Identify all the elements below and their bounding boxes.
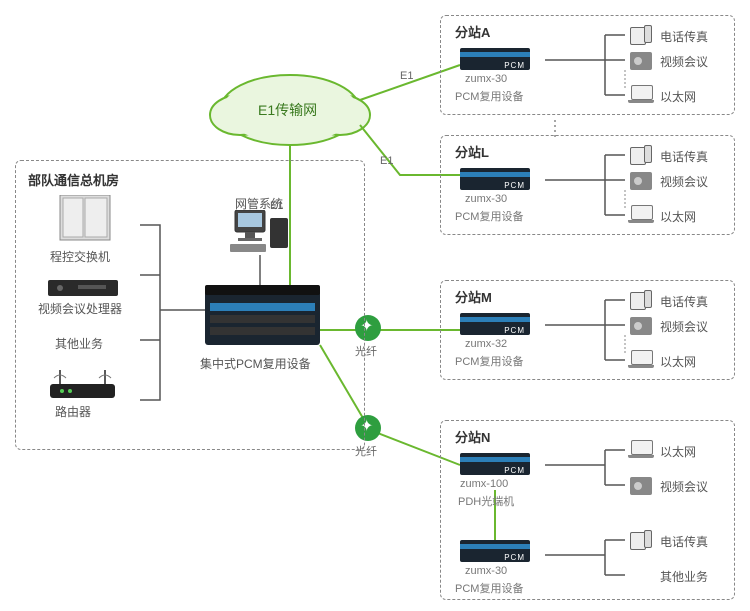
station-m-desc: PCM复用设备: [455, 353, 523, 369]
station-m-svc-eth: 以太网: [660, 353, 696, 370]
station-m-pcm: [460, 313, 530, 335]
station-n-title: 分站N: [455, 427, 490, 446]
station-a-svc-conf-icon: [630, 52, 652, 70]
station-m-svc-eth-icon: [628, 350, 654, 370]
station-n-svc-phone: 电话传真: [660, 533, 708, 550]
station-n-svc-conf-icon: [630, 477, 652, 495]
station-m-svc-conf-icon: [630, 317, 652, 335]
station-n-pdh: [460, 453, 530, 475]
device-other-label: 其他业务: [55, 335, 103, 352]
station-n-svc-eth: 以太网: [660, 443, 696, 460]
station-l-svc-eth-icon: [628, 205, 654, 225]
station-l-svc-conf: 视频会议: [660, 173, 708, 190]
station-n-svc-conf: 视频会议: [660, 478, 708, 495]
device-video-icon: [48, 280, 118, 298]
main-room-title: 部队通信总机房: [28, 170, 119, 189]
station-m-svc-phone: 电话传真: [660, 293, 708, 310]
station-m-title: 分站M: [455, 287, 492, 306]
device-router-label: 路由器: [55, 403, 91, 420]
station-l-svc-phone-icon: [630, 145, 652, 165]
station-n-model1: zumx-100: [460, 478, 508, 490]
station-n-pcm: [460, 540, 530, 562]
station-a-desc: PCM复用设备: [455, 88, 523, 104]
station-n-model2: zumx-30: [465, 565, 507, 577]
station-a-svc-eth-icon: [628, 85, 654, 105]
device-center-pcm-icon: [205, 285, 320, 350]
station-l-svc-eth: 以太网: [660, 208, 696, 225]
station-l-svc-conf-icon: [630, 172, 652, 190]
link-e1-a: E1: [400, 70, 413, 82]
station-a-svc-eth: 以太网: [660, 88, 696, 105]
station-a-svc-phone: 电话传真: [660, 28, 708, 45]
device-center-label: 集中式PCM复用设备: [200, 355, 311, 372]
station-l-pcm: [460, 168, 530, 190]
station-a-model: zumx-30: [465, 73, 507, 85]
station-m-model: zumx-32: [465, 338, 507, 350]
station-a-pcm: [460, 48, 530, 70]
station-n-desc1: PDH光端机: [458, 493, 514, 509]
device-switch-icon: [55, 195, 115, 245]
cloud-label: E1传输网: [258, 100, 317, 120]
station-n-desc2: PCM复用设备: [455, 580, 523, 596]
station-n-svc-other: 其他业务: [660, 568, 708, 585]
station-m-svc-conf: 视频会议: [660, 318, 708, 335]
station-n-svc-eth-icon: [628, 440, 654, 460]
station-a-svc-phone-icon: [630, 25, 652, 45]
station-n-svc-phone-icon: [630, 530, 652, 550]
device-switch-label: 程控交换机: [50, 248, 110, 265]
station-a-title: 分站A: [455, 22, 490, 41]
station-l-desc: PCM复用设备: [455, 208, 523, 224]
device-router-icon: [50, 370, 115, 400]
link-e1-l: E1: [380, 155, 393, 167]
station-a-svc-conf: 视频会议: [660, 53, 708, 70]
station-l-model: zumx-30: [465, 193, 507, 205]
station-l-title: 分站L: [455, 142, 489, 161]
device-mgmt-icon: [230, 210, 290, 255]
station-l-svc-phone: 电话传真: [660, 148, 708, 165]
station-m-svc-phone-icon: [630, 290, 652, 310]
device-video-label: 视频会议处理器: [38, 300, 122, 317]
